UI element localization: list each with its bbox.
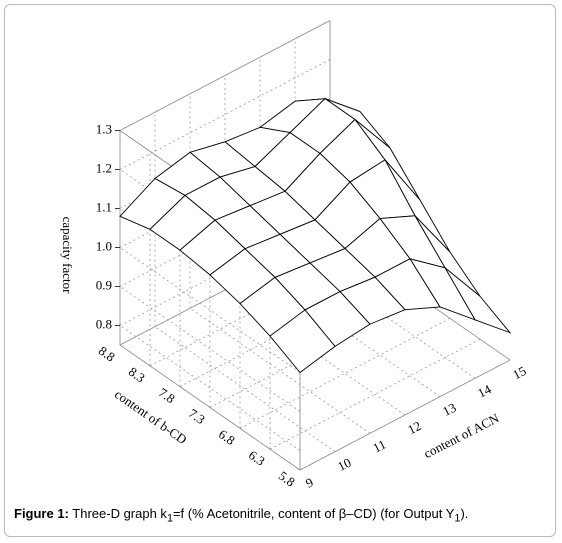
caption: Figure 1: Three-D graph k1=f (% Acetonit…: [14, 506, 554, 525]
y-tick-label: 8.3: [126, 364, 148, 386]
grid-line: [259, 271, 441, 397]
caption-text: ).: [460, 506, 469, 521]
y-tick-label: 5.8: [276, 468, 298, 490]
caption-label: Figure 1:: [14, 506, 69, 521]
z-tick-label: 1.0: [96, 238, 112, 253]
x-tick-label: 10: [335, 455, 353, 474]
y-axis-label: content of b-CD: [112, 386, 190, 447]
grid-line: [119, 286, 301, 412]
y-tick-label: 7.8: [156, 385, 178, 407]
grid-line: [189, 308, 371, 434]
grid-line: [119, 247, 301, 373]
z-tick-label: 0.8: [96, 316, 112, 331]
x-tick-label: 12: [405, 418, 423, 437]
y-tick-label: 6.3: [246, 447, 268, 469]
x-tick-label: 13: [440, 400, 458, 419]
y-tick-label: 8.8: [96, 343, 118, 365]
x-tick-label: 14: [475, 381, 494, 400]
z-tick-label: 1.3: [96, 121, 112, 136]
surface-cell: [269, 309, 336, 374]
grid-line: [224, 289, 406, 416]
chart: 0.8 0.9 1.0 1.1 1.2 1.3 9 10 11 12 13 14 15 5.8 6.3 6.8…: [60, 20, 529, 491]
grid-line: [329, 234, 511, 361]
caption-sub: 1: [166, 512, 173, 525]
grid-line: [119, 325, 301, 451]
z-axis-label: capacity factor: [60, 217, 75, 295]
z-tick-label: 0.9: [96, 277, 112, 292]
caption-text: Three-D graph k: [68, 506, 167, 521]
caption-text: =f (% Acetonitrile, content of β–CD) (fo…: [172, 506, 455, 521]
y-tick-label: 6.8: [216, 426, 238, 448]
z-tick-label: 1.1: [96, 199, 112, 214]
figure-frame: [4, 4, 556, 537]
grid-line: [154, 326, 336, 452]
box-edge: [119, 20, 331, 131]
x-axis-label: content of ACN: [421, 410, 502, 461]
z-tick-label: 1.2: [96, 160, 112, 175]
x-tick-label: 9: [303, 474, 316, 490]
caption-sub: 1: [454, 512, 461, 525]
x-tick-label: 11: [370, 436, 388, 455]
y-tick-label: 7.3: [186, 405, 208, 427]
x-tick-label: 15: [510, 363, 528, 382]
grid-line: [294, 253, 476, 379]
